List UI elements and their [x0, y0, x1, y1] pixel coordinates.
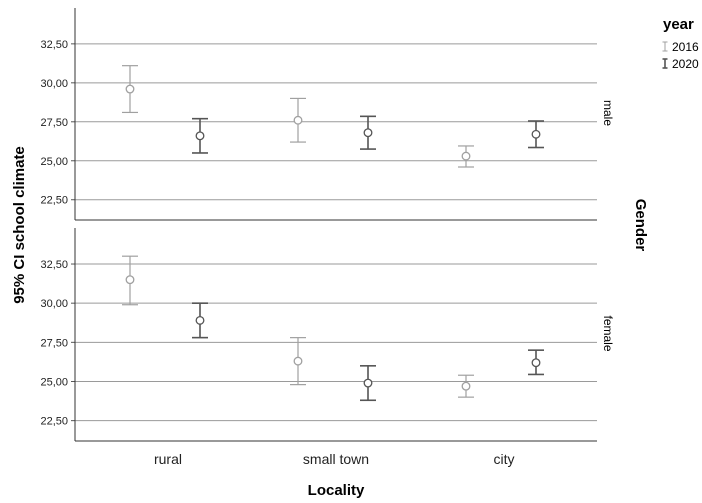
y-tick-label: 22,50 — [40, 416, 68, 428]
mean-marker — [293, 356, 303, 366]
error-bar-2020-rural — [192, 302, 208, 339]
mean-marker — [363, 378, 373, 388]
y-tick-label: 25,00 — [40, 156, 68, 168]
legend-label: 2020 — [672, 57, 699, 71]
error-bar-2020-rural — [192, 117, 208, 154]
legend-entries: 2016 2020 — [662, 40, 699, 71]
legend-entry-2016: 2016 — [662, 40, 699, 54]
mean-marker — [531, 129, 541, 139]
legend-entry-2020: 2020 — [662, 57, 699, 71]
error-bar-2016-city — [458, 374, 474, 398]
y-tick-label: 27,50 — [40, 337, 68, 349]
y-tick-label: 22,50 — [40, 195, 68, 207]
chart-panels: 22,5025,0027,5030,0032,50male22,5025,002… — [40, 8, 615, 442]
error-bar-2016-rural — [122, 255, 138, 306]
y-tick-label: 25,00 — [40, 376, 68, 388]
panel-male: 22,50 25,00 27,50 30,00 32,50 male — [40, 8, 615, 221]
panel-female: 22,50 25,00 27,50 30,00 32,50 female — [40, 228, 615, 442]
error-bar-2016-city — [458, 145, 474, 168]
x-tick-label: rural — [154, 451, 182, 467]
error-bar-2016-small-town — [290, 337, 306, 386]
y-tick-label: 30,00 — [40, 298, 68, 310]
panel-label-female: female — [601, 315, 615, 351]
legend-title: year — [663, 16, 694, 33]
x-axis-tick-labels: rural small town city — [154, 451, 515, 467]
x-tick-label: city — [494, 451, 515, 467]
y-axis-title: 95% CI school climate — [11, 146, 28, 304]
y-tick-label: 32,50 — [40, 259, 68, 271]
error-bar-2020-small-town — [360, 365, 376, 402]
error-bar-2016-rural — [122, 65, 138, 114]
mean-marker — [125, 275, 135, 285]
legend-label: 2016 — [672, 40, 699, 54]
mean-marker — [461, 381, 471, 391]
panel-label-male: male — [601, 100, 615, 126]
y-tick-label: 30,00 — [40, 78, 68, 90]
mean-marker — [195, 315, 205, 325]
mean-marker — [125, 84, 135, 94]
error-bar-2020-small-town — [360, 115, 376, 150]
y-tick-label: 32,50 — [40, 39, 68, 51]
mean-marker — [293, 115, 303, 125]
mean-marker — [531, 358, 541, 368]
facet-title-gender: Gender — [632, 199, 649, 252]
y-tick-label: 27,50 — [40, 117, 68, 129]
legend: year 2016 2020 — [662, 16, 699, 71]
mean-marker — [363, 128, 373, 138]
mean-marker — [195, 131, 205, 141]
error-bar-2020-city — [528, 349, 544, 376]
error-bar-2016-small-town — [290, 97, 306, 143]
mean-marker — [461, 151, 471, 161]
x-axis-title: Locality — [308, 482, 365, 499]
error-bar-2020-city — [528, 120, 544, 149]
x-tick-label: small town — [303, 451, 369, 467]
